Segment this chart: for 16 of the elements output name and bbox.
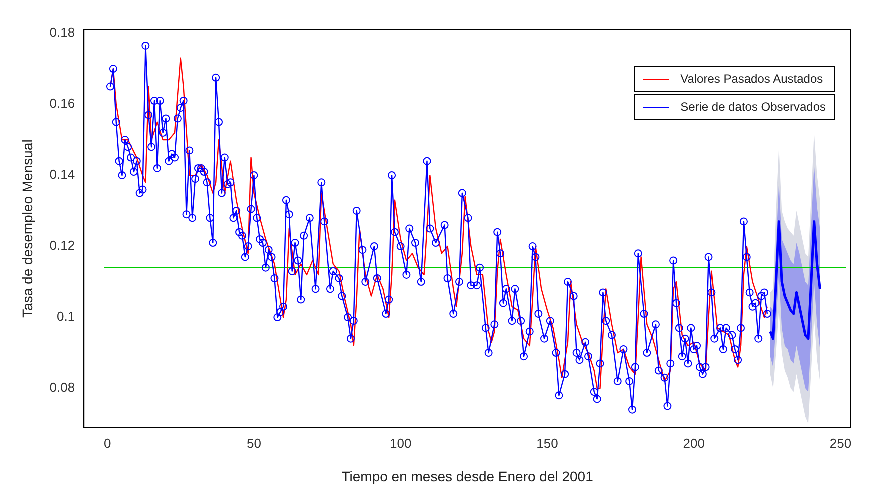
y-tick-label: 0.08 xyxy=(50,380,76,396)
legend-label: Serie de datos Observados xyxy=(680,100,826,114)
x-tick-label: 100 xyxy=(390,436,412,451)
y-tick-label: 0.1 xyxy=(57,309,76,324)
x-tick-label: 200 xyxy=(683,436,705,451)
x-tick-label: 0 xyxy=(104,436,112,451)
y-tick-label: 0.16 xyxy=(50,96,76,112)
x-tick-label: 150 xyxy=(536,436,558,451)
legend-label: Valores Pasados Austados xyxy=(680,72,824,86)
y-tick-label: 0.12 xyxy=(50,238,76,254)
x-axis-title: Tiempo en meses desde Enero del 2001 xyxy=(342,468,594,484)
y-axis-title: Tasa de desempleo Mensual xyxy=(19,140,36,318)
x-tick-label: 250 xyxy=(830,436,852,451)
y-tick-label: 0.18 xyxy=(50,25,76,40)
y-tick-label: 0.14 xyxy=(50,167,76,182)
x-tick-label: 50 xyxy=(246,436,262,451)
